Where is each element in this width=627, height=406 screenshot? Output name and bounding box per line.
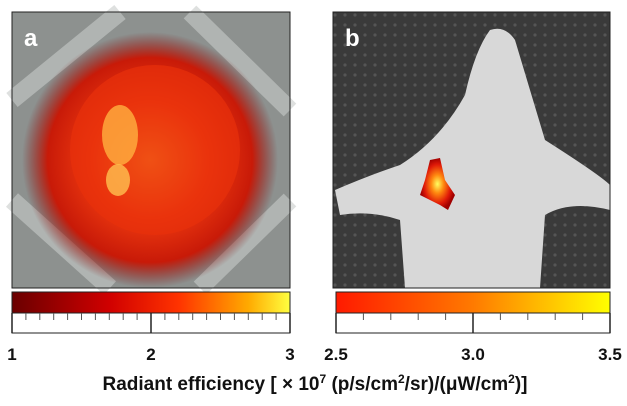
panel-label: b xyxy=(345,25,360,52)
tick-label: 1 xyxy=(7,345,16,364)
label-part: )] xyxy=(515,374,528,395)
tick-label: 2.5 xyxy=(324,345,348,364)
label-part: (p/s/cm xyxy=(326,374,398,395)
colorbar xyxy=(335,291,611,314)
tick-label: 3.0 xyxy=(461,345,485,364)
superscript: 2 xyxy=(398,372,405,386)
superscript: 7 xyxy=(319,372,326,386)
tick-label: 3.5 xyxy=(598,345,622,364)
label-part: Radiant efficiency [ × 10 xyxy=(102,374,319,395)
panel-a-image xyxy=(5,5,297,295)
panel-b-image xyxy=(332,11,611,289)
axis-label: Radiant efficiency [ × 107 (p/s/cm2/sr)/… xyxy=(102,372,527,395)
panel-label: a xyxy=(24,25,38,52)
label-part: /sr)/(μW/cm xyxy=(405,374,508,395)
superscript: 2 xyxy=(508,372,515,386)
tick-label: 3 xyxy=(285,345,294,364)
tick-label: 2 xyxy=(146,345,155,364)
colorbar xyxy=(11,291,291,314)
